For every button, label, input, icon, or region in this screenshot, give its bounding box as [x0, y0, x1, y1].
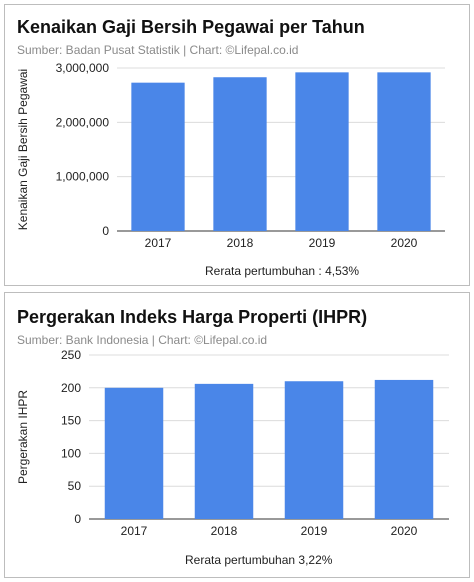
chart-panel-salary: Kenaikan Gaji Bersih Pegawai per Tahun S… [4, 4, 470, 286]
y-tick-label: 3,000,000 [56, 61, 110, 75]
chart-subtitle: Sumber: Badan Pusat Statistik | Chart: ©… [17, 43, 299, 57]
y-tick-label: 200 [61, 381, 81, 395]
chart-panel-ihpr: Pergerakan Indeks Harga Properti (IHPR) … [4, 292, 470, 578]
x-tick-label: 2020 [391, 236, 418, 250]
y-axis-label: Kenaikan Gaji Bersih Pegawai [16, 69, 30, 230]
x-tick-label: 2018 [211, 524, 238, 538]
bar [377, 72, 431, 231]
bar [284, 381, 344, 519]
x-tick-label: 2018 [227, 236, 254, 250]
x-tick-label: 2020 [391, 524, 418, 538]
x-tick-label: 2019 [309, 236, 336, 250]
y-tick-label: 250 [61, 348, 81, 362]
chart-title: Pergerakan Indeks Harga Properti (IHPR) [17, 307, 368, 327]
y-tick-label: 1,000,000 [56, 170, 110, 184]
growth-annotation: Rerata pertumbuhan : 4,53% [205, 264, 360, 278]
x-tick-label: 2017 [145, 236, 172, 250]
y-tick-label: 150 [61, 414, 81, 428]
bar [295, 72, 349, 231]
y-tick-label: 0 [102, 224, 109, 238]
salary-bar-chart: 0 1,000,000 2,000,000 3,000,000 2017 2018 2019… [16, 61, 445, 250]
y-tick-label: 100 [61, 446, 81, 460]
y-tick-label: 2,000,000 [56, 115, 110, 129]
y-tick-label: 50 [68, 479, 82, 493]
y-tick-label: 0 [74, 512, 81, 526]
bar [131, 82, 185, 231]
growth-annotation: Rerata pertumbuhan 3,22% [185, 553, 333, 567]
bar [104, 387, 164, 519]
x-tick-label: 2019 [301, 524, 328, 538]
x-tick-label: 2017 [121, 524, 148, 538]
bar [374, 379, 434, 519]
chart-title: Kenaikan Gaji Bersih Pegawai per Tahun [17, 17, 365, 37]
chart-subtitle: Sumber: Bank Indonesia | Chart: ©Lifepal… [17, 333, 268, 347]
bar [194, 383, 254, 519]
y-axis-label: Pergerakan IHPR [16, 390, 30, 484]
bar [213, 77, 267, 231]
ihpr-bar-chart: 0 50 100 150 200 250 2017 2018 2019 2020 Pergeraka… [16, 348, 449, 538]
